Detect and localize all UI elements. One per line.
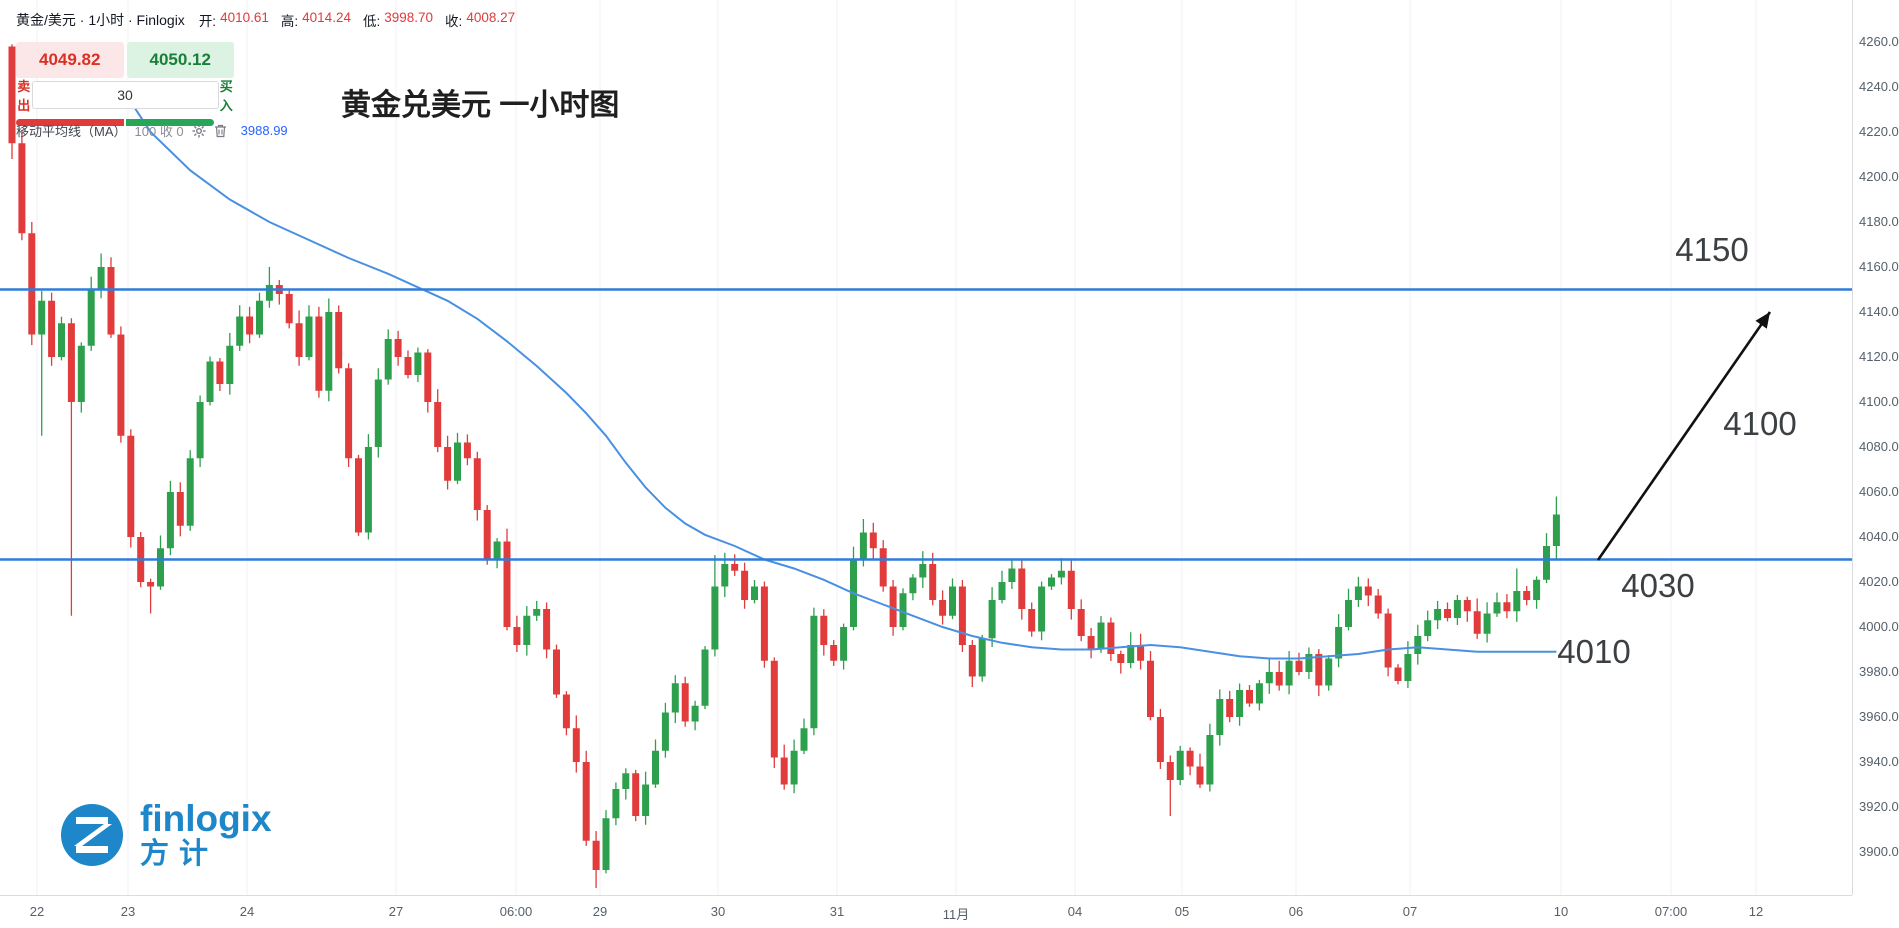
amount-input[interactable] <box>31 81 219 109</box>
ma-value: 3988.99 <box>240 123 288 138</box>
price-axis-label: 4160.00 <box>1859 259 1899 274</box>
gear-icon[interactable] <box>192 124 206 138</box>
high-label: 高: <box>280 14 299 29</box>
chart-title-annotation: 黄金兑美元 一小时图 <box>341 89 620 122</box>
sell-label[interactable]: 卖出 <box>17 79 31 113</box>
sell-price-button[interactable]: 4049.82 <box>16 42 124 78</box>
buy-price-button[interactable]: 4050.12 <box>126 42 234 78</box>
quote-widget: 4049.82 4050.12 卖出 买入 <box>16 42 234 126</box>
gridlines <box>36 0 1757 895</box>
price-axis[interactable]: 4260.00 4240.00 4220.00 4200.00 4180.00 4160.… <box>1852 0 1899 895</box>
price-axis-label: 4000.00 <box>1859 619 1899 634</box>
price-axis-label: 3900.00 <box>1859 844 1899 859</box>
time-axis-label: 10 <box>1553 904 1569 919</box>
price-axis-label: 4180.00 <box>1859 214 1899 229</box>
depth-bar <box>16 119 214 126</box>
time-axis-label: 24 <box>239 904 255 919</box>
time-axis-label: 30 <box>710 904 726 919</box>
ma-line[interactable] <box>120 86 1557 660</box>
time-axis-label: 07 <box>1402 904 1418 919</box>
time-axis-label: 11月 <box>942 907 970 922</box>
price-axis-label: 4020.00 <box>1859 574 1899 589</box>
indicator-name: 移动平均线（MA） <box>16 124 127 139</box>
logo-subtext: 方计 <box>140 837 219 870</box>
price-axis-label: 3960.00 <box>1859 709 1899 724</box>
price-axis-label: 4240.00 <box>1859 79 1899 94</box>
time-axis-label: 04 <box>1067 904 1083 919</box>
time-axis-label: 29 <box>592 904 608 919</box>
symbol-header: 黄金/美元 · 1小时 · Finlogix 开: 4010.61 高: 4014.… <box>16 10 515 30</box>
ohlc-values: 开: 4010.61 高: 4014.24 低: 3998.70 收: 4008.27 <box>199 10 515 30</box>
chart-canvas[interactable] <box>0 0 1852 895</box>
open-label: 开: <box>198 14 217 29</box>
candles-layer <box>8 44 1560 888</box>
low-label: 低: <box>362 14 381 29</box>
low-value: 3998.70 <box>384 10 434 25</box>
price-axis-label: 4100.00 <box>1859 394 1899 409</box>
time-axis-label: 07:00 <box>1654 904 1688 919</box>
price-axis-label: 4220.00 <box>1859 124 1899 139</box>
price-axis-label: 4140.00 <box>1859 304 1899 319</box>
close-label: 收: <box>445 14 463 29</box>
buy-label[interactable]: 买入 <box>219 79 233 113</box>
price-axis-label: 4040.00 <box>1859 529 1899 544</box>
price-axis-label: 4060.00 <box>1859 484 1899 499</box>
price-axis-label: 3980.00 <box>1859 664 1899 679</box>
price-axis-label: 4080.00 <box>1859 439 1899 454</box>
price-axis-label: 3940.00 <box>1859 754 1899 769</box>
finlogix-logo: finlogix 方计 <box>60 800 272 869</box>
time-axis-label: 22 <box>29 904 45 919</box>
time-axis-label: 06 <box>1288 904 1304 919</box>
time-axis-label: 12 <box>1748 904 1764 919</box>
time-axis[interactable]: 22 23 24 27 06:00 29 30 31 11月 04 05 06 07 10 07:00 12 <box>0 895 1852 928</box>
open-value: 4010.61 <box>220 10 269 25</box>
high-value: 4014.24 <box>302 10 351 25</box>
trend-arrow-head <box>1755 312 1770 329</box>
symbol-title[interactable]: 黄金/美元 · 1小时 · Finlogix <box>16 12 185 28</box>
price-axis-label: 4120.00 <box>1859 349 1899 364</box>
time-axis-label: 05 <box>1174 904 1190 919</box>
trash-icon[interactable] <box>214 124 227 138</box>
time-axis-label: 31 <box>829 904 845 919</box>
candlestick-chart <box>0 0 1852 895</box>
close-value: 4008.27 <box>466 10 516 25</box>
time-axis-label: 23 <box>120 904 136 919</box>
price-axis-label: 4260.00 <box>1859 34 1899 49</box>
sell-depth-segment <box>16 119 124 126</box>
price-axis-label: 4200.00 <box>1859 169 1899 184</box>
time-axis-label: 06:00 <box>499 904 533 919</box>
finlogix-logo-icon <box>61 803 123 866</box>
time-axis-label: 27 <box>388 904 404 919</box>
logo-text: finlogix <box>140 798 272 839</box>
price-axis-label: 3920.00 <box>1859 799 1899 814</box>
trend-arrow[interactable] <box>1596 311 1772 561</box>
indicator-params: 100 收 0 <box>134 124 184 139</box>
buy-depth-segment <box>125 119 214 126</box>
indicator-legend[interactable]: 移动平均线（MA） 100 收 0 3988.99 <box>16 121 288 140</box>
